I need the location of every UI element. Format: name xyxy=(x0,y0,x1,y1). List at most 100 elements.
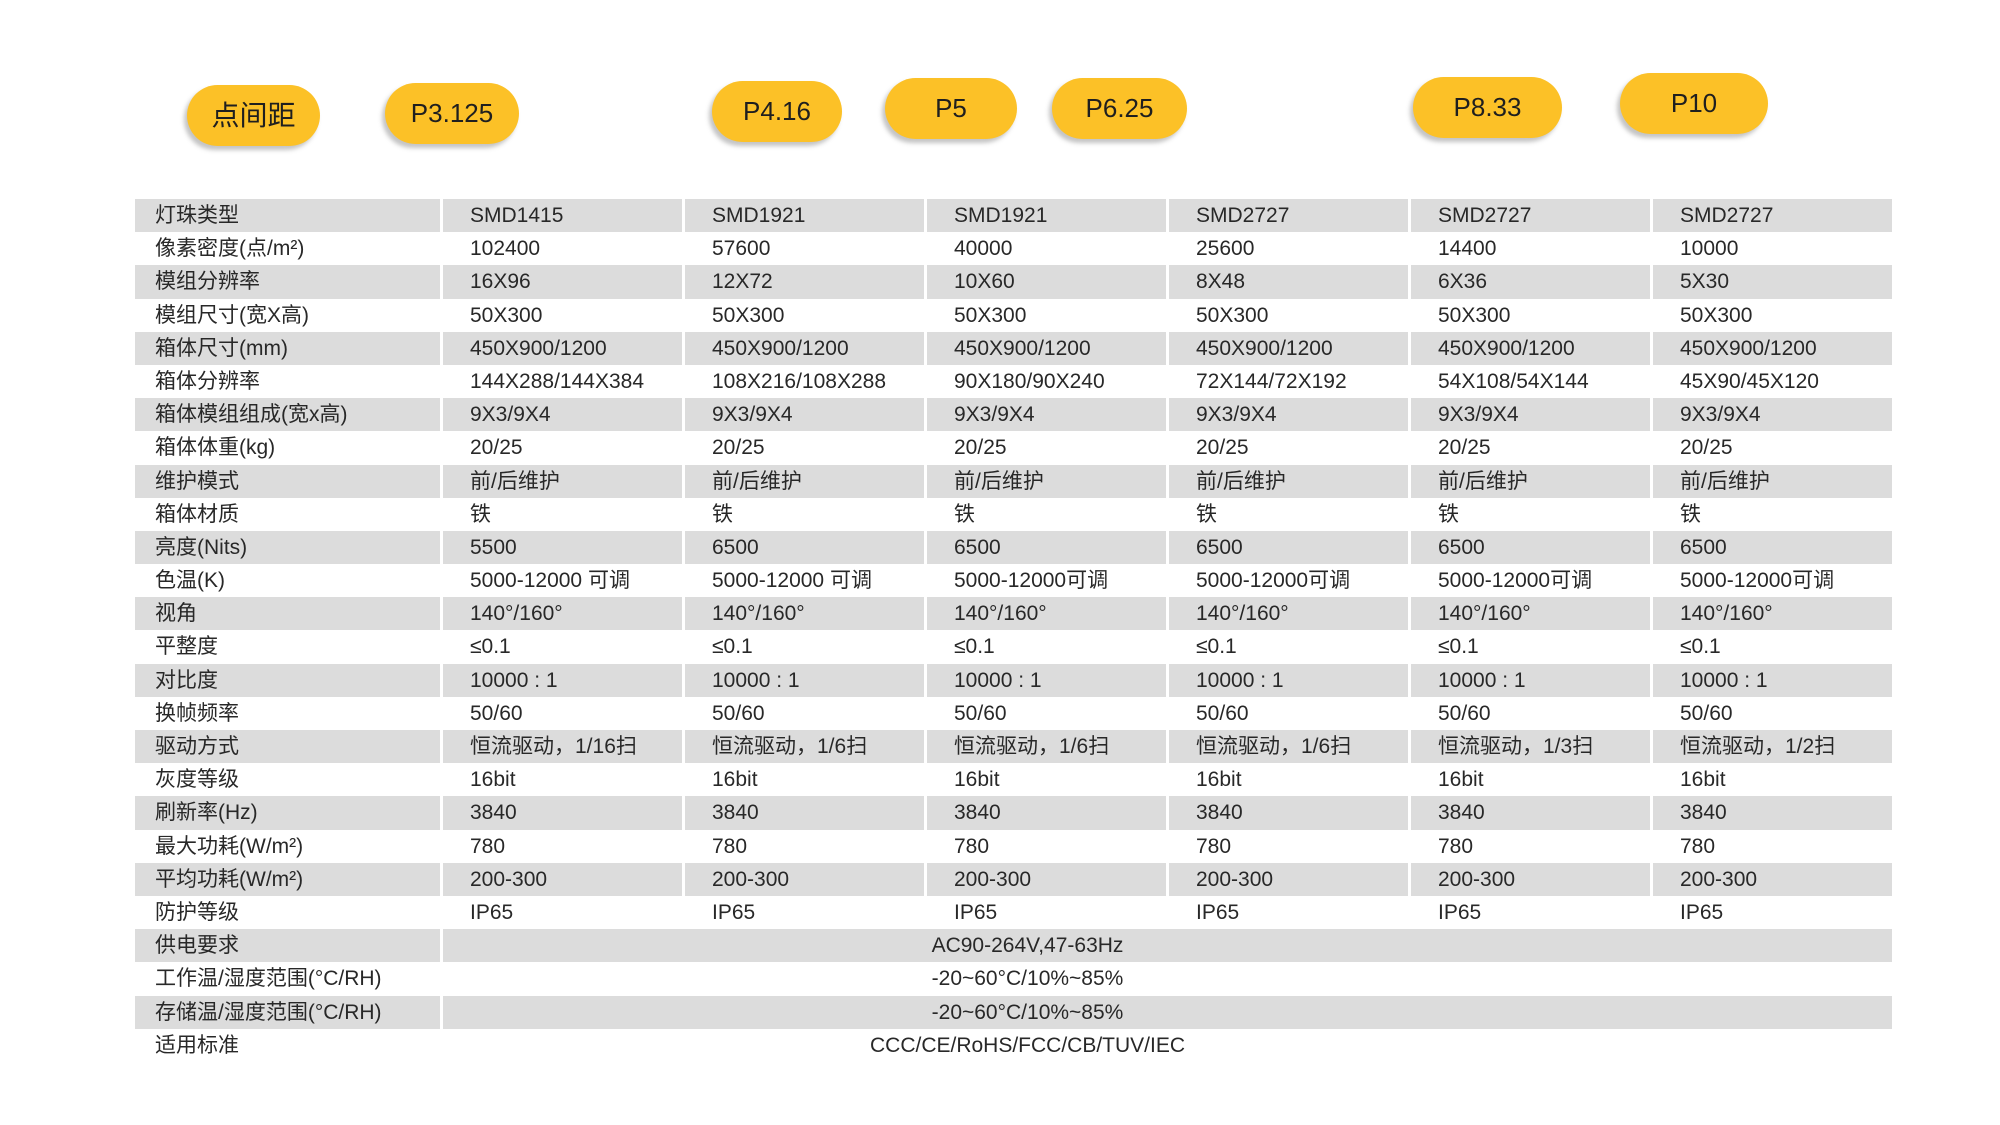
spec-value-cell: 20/25 xyxy=(1196,436,1249,460)
spec-value-cell: 45X90/45X120 xyxy=(1680,369,1819,393)
spec-value-cell: IP65 xyxy=(1438,900,1482,924)
spec-value-cell: 140°/160° xyxy=(1169,597,1408,631)
spec-value-cell: 140°/160° xyxy=(927,597,1166,631)
spec-value-cell: 5000-12000 可调 xyxy=(470,569,630,593)
spec-value-cell: IP65 xyxy=(712,900,756,924)
spec-value-cell: 140°/160° xyxy=(1411,597,1650,631)
spec-value-cell: 3840 xyxy=(927,796,1166,830)
p416-pill: P4.16 xyxy=(712,81,842,142)
spec-row-label: 存储温/湿度范围(°C/RH) xyxy=(135,995,440,1029)
spec-value-cell: 恒流驱动，1/16扫 xyxy=(443,730,682,764)
spec-value-cell: 200-300 xyxy=(1653,862,1892,896)
spec-value-cell: ≤0.1 xyxy=(1196,635,1237,659)
spec-row-label: 平均功耗(W/m²) xyxy=(135,862,440,896)
spec-value-cell: 恒流驱动，1/3扫 xyxy=(1411,730,1650,764)
spec-row-label: 适用标准 xyxy=(155,1033,239,1057)
spec-value-cell: 9X3/9X4 xyxy=(685,398,924,432)
spec-value-cell: 50/60 xyxy=(470,701,523,725)
spec-value-cell: 450X900/1200 xyxy=(1169,331,1408,365)
spec-row-label: 刷新率(Hz) xyxy=(135,796,440,830)
spec-value-cell: 9X3/9X4 xyxy=(443,398,682,432)
spec-value-cell: 9X3/9X4 xyxy=(927,398,1166,432)
spec-value-cell: 50X300 xyxy=(1196,303,1269,327)
spec-value-cell: 5000-12000 可调 xyxy=(712,569,872,593)
spec-value-cell: 恒流驱动，1/6扫 xyxy=(927,730,1166,764)
spec-value-cell: 6500 xyxy=(927,530,1166,565)
spec-value-cell: 5X30 xyxy=(1653,265,1892,299)
spec-value-cell: 20/25 xyxy=(954,436,1007,460)
spec-value-cell: 铁 xyxy=(1196,502,1217,526)
spec-row-label: 最大功耗(W/m²) xyxy=(155,834,304,858)
spec-row-label: 模组分辨率 xyxy=(135,265,440,299)
spec-value-cell: ≤0.1 xyxy=(712,635,753,659)
spec-value-cell: 铁 xyxy=(470,502,491,526)
spec-value-cell: 6X36 xyxy=(1411,265,1650,299)
spec-value-cell: 50X300 xyxy=(954,303,1027,327)
spec-value-cell: IP65 xyxy=(954,900,998,924)
spec-value-cell: 10000 : 1 xyxy=(685,663,924,697)
spec-value-cell: SMD2727 xyxy=(1169,199,1408,233)
spec-value-cell: 57600 xyxy=(712,237,771,261)
spec-value-cell: ≤0.1 xyxy=(470,635,511,659)
spec-value-cell: 3840 xyxy=(1169,796,1408,830)
spec-value-cell: SMD2727 xyxy=(1653,199,1892,233)
spec-value-cell: 10000 xyxy=(1680,237,1739,261)
spec-value-cell: 10000 : 1 xyxy=(927,663,1166,697)
spec-value-cell: 50X300 xyxy=(1680,303,1753,327)
spec-value-cell: 200-300 xyxy=(927,862,1166,896)
spec-value-cell: 780 xyxy=(954,834,990,858)
spec-value-cell: 3840 xyxy=(443,796,682,830)
spec-value-cell: 25600 xyxy=(1196,237,1255,261)
spec-value-cell: 铁 xyxy=(1438,502,1459,526)
p625-pill: P6.25 xyxy=(1052,78,1187,139)
spec-value-cell: 108X216/108X288 xyxy=(712,369,886,393)
spec-value-cell: IP65 xyxy=(470,900,514,924)
spec-value-cell: 16bit xyxy=(1438,768,1484,792)
spec-value-cell: 6500 xyxy=(1653,530,1892,565)
spec-value-cell: 780 xyxy=(1438,834,1474,858)
spec-value-cell: 6500 xyxy=(1169,530,1408,565)
spec-value-cell: 72X144/72X192 xyxy=(1196,369,1347,393)
spec-value-cell: 200-300 xyxy=(685,862,924,896)
spec-value-cell: 铁 xyxy=(712,502,733,526)
spec-value-cell: 200-300 xyxy=(1169,862,1408,896)
spec-value-cell: 前/后维护 xyxy=(1411,464,1650,498)
spec-value-cell: 450X900/1200 xyxy=(927,331,1166,365)
spec-value-cell: 8X48 xyxy=(1169,265,1408,299)
spec-merged-cell: AC90-264V,47-63Hz xyxy=(443,929,1892,963)
spec-row-label: 平整度 xyxy=(155,635,218,659)
spec-value-cell: 恒流驱动，1/2扫 xyxy=(1653,730,1892,764)
spec-row-label: 色温(K) xyxy=(155,569,225,593)
p5-pill: P5 xyxy=(885,78,1017,139)
spec-value-cell: 3840 xyxy=(1653,796,1892,830)
spec-value-cell: ≤0.1 xyxy=(1680,635,1721,659)
spec-row-label: 工作温/湿度范围(°C/RH) xyxy=(155,967,382,991)
spec-value-cell: 16X96 xyxy=(443,265,682,299)
spec-value-cell: 50/60 xyxy=(712,701,765,725)
spec-value-cell: 5000-12000可调 xyxy=(1196,569,1351,593)
spec-value-cell: 20/25 xyxy=(712,436,765,460)
spec-value-cell: 5500 xyxy=(443,530,682,565)
spec-merged-cell: -20~60°C/10%~85% xyxy=(443,995,1892,1029)
spec-table: 灯珠类型 SMD1415 SMD1921 SMD1921 SMD2727 SMD2727 S… xyxy=(135,199,1892,1062)
spec-row-label: 防护等级 xyxy=(155,900,239,924)
spec-value-cell: 450X900/1200 xyxy=(443,331,682,365)
spec-value-cell: 102400 xyxy=(470,237,541,261)
spec-row-label: 灰度等级 xyxy=(155,768,239,792)
spec-value-cell: 10000 : 1 xyxy=(1411,663,1650,697)
spec-value-cell: 20/25 xyxy=(1438,436,1491,460)
spec-value-cell: 16bit xyxy=(954,768,1000,792)
spec-value-cell: 6500 xyxy=(1411,530,1650,565)
spec-value-cell: 780 xyxy=(1196,834,1232,858)
spec-value-cell: 恒流驱动，1/6扫 xyxy=(1169,730,1408,764)
spec-value-cell: 5000-12000可调 xyxy=(1680,569,1835,593)
spec-value-cell: 9X3/9X4 xyxy=(1411,398,1650,432)
spec-value-cell: 前/后维护 xyxy=(685,464,924,498)
spec-row-label: 对比度 xyxy=(135,663,440,697)
spec-value-cell: 780 xyxy=(712,834,748,858)
spec-value-cell: 14400 xyxy=(1438,237,1497,261)
spec-row-label: 供电要求 xyxy=(135,929,440,963)
p10-pill: P10 xyxy=(1620,73,1768,134)
spec-value-cell: 16bit xyxy=(470,768,516,792)
